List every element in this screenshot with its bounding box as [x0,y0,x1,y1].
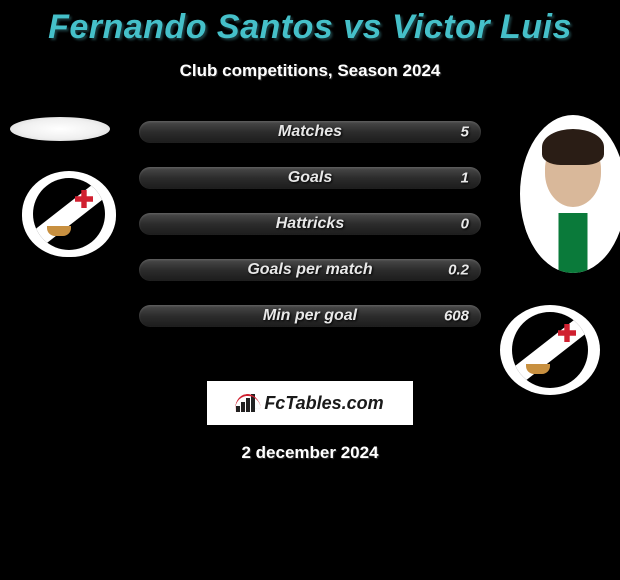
stat-row: Min per goal 608 [139,305,481,327]
stat-row: Hattricks 0 [139,213,481,235]
stat-row: Goals 1 [139,167,481,189]
stat-label: Min per goal [263,307,357,325]
date-label: 2 december 2024 [0,443,620,463]
player-left-avatar [10,117,110,141]
stat-value-right: 0.2 [448,262,469,279]
stat-bars: Matches 5 Goals 1 Hattricks 0 Goals per … [139,121,481,327]
stat-label: Goals per match [247,261,372,279]
stat-value-right: 608 [444,308,469,325]
stat-value-right: 0 [461,216,469,233]
subtitle: Club competitions, Season 2024 [0,61,620,81]
stat-row: Goals per match 0.2 [139,259,481,281]
comparison-card: Fernando Santos vs Victor Luis Club comp… [0,0,620,463]
stats-area: Matches 5 Goals 1 Hattricks 0 Goals per … [0,121,620,327]
stat-label: Goals [288,169,332,187]
stat-value-right: 1 [461,170,469,187]
stat-label: Hattricks [276,215,344,233]
stat-label: Matches [278,123,342,141]
brand-text: FcTables.com [264,393,383,414]
player-right-avatar [520,115,620,273]
stat-row: Matches 5 [139,121,481,143]
player-left-club-crest [22,171,116,257]
brand-badge: FcTables.com [207,381,413,425]
page-title: Fernando Santos vs Victor Luis [0,8,620,47]
player-right-club-crest [500,305,600,395]
brand-chart-icon [236,394,258,412]
stat-value-right: 5 [461,124,469,141]
